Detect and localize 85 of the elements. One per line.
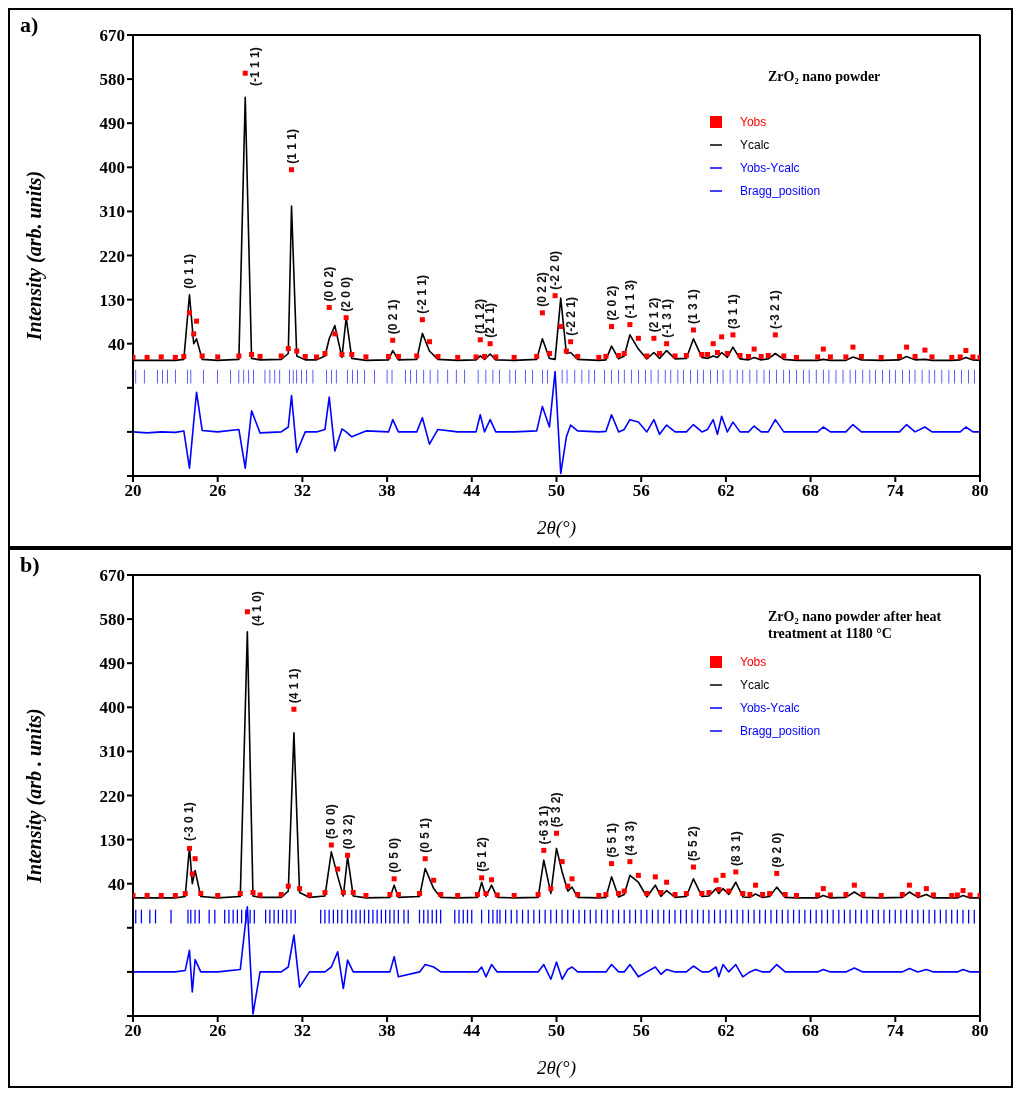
y-tick-label: 220: [99, 786, 125, 806]
x-tick-label: 44: [463, 481, 481, 501]
y-tick-label: 490: [99, 114, 125, 134]
annotation: (-1 3 1): [659, 299, 674, 338]
x-tick-label: 50: [548, 481, 565, 501]
annotation: (0 1 1): [182, 254, 197, 289]
legend-label: Bragg_position: [740, 724, 821, 738]
x-tick-label: 50: [548, 1021, 565, 1041]
chart-title: a): [20, 12, 39, 38]
legend-label: Ycalc: [740, 138, 770, 152]
legend-label: Yobs: [740, 655, 767, 669]
legend-title: ZrO₂ nano powder: [768, 68, 882, 85]
y-tick-label: 580: [99, 610, 125, 630]
x-axis-title: 2θ(°): [536, 517, 577, 539]
x-tick-label: 32: [293, 1021, 311, 1041]
legend-label: Yobs-Ycalc: [740, 701, 800, 715]
annotation: (-3 0 1): [182, 802, 197, 841]
annotation: (4 1 0): [250, 591, 265, 626]
annotation: (-2 2 1): [563, 297, 578, 336]
annotation: (2 0 2): [604, 285, 619, 321]
annotation: (2 1 2): [646, 297, 661, 333]
x-tick-label: 62: [717, 1021, 735, 1041]
y-tick-label: 490: [99, 654, 125, 674]
x-tick-label: 80: [971, 481, 989, 501]
x-tick-label: 20: [124, 481, 142, 501]
annotation: (0 2 1): [385, 299, 400, 335]
annotation: (-2 2 0): [548, 250, 563, 290]
annotation: (0 2 2): [535, 272, 550, 307]
annotation: (5 1 2): [474, 837, 489, 872]
annotation: (1 3 1): [686, 289, 701, 324]
x-tick-label: 38: [378, 481, 396, 501]
annotation: (-3 2 1): [768, 290, 783, 329]
y-tick-label: 670: [99, 26, 125, 46]
annotation: (5 0 0): [324, 804, 339, 839]
annotation: (0 0 2): [322, 266, 337, 302]
annotation: (-1 1 1): [248, 47, 263, 86]
annotation: (0 5 1): [418, 818, 433, 853]
x-tick-label: 26: [209, 1021, 227, 1041]
y-tick-label: 670: [99, 566, 125, 586]
annotation: (5 5 2): [686, 826, 701, 862]
x-tick-label: 38: [378, 1021, 396, 1041]
y-axis-title: Intensity (arb. units): [23, 170, 47, 342]
annotation: (-1 1 3): [622, 279, 637, 319]
x-tick-label: 62: [717, 481, 735, 501]
annotation: (-2 1 1): [415, 275, 430, 314]
x-tick-label: 32: [293, 481, 311, 501]
legend-label: Yobs: [740, 115, 767, 129]
y-tick-label: 220: [99, 246, 125, 266]
annotation: (-6 3 1): [536, 805, 551, 845]
annotation: (4 1 1): [286, 668, 301, 704]
x-tick-label: 20: [124, 1021, 142, 1041]
x-tick-label: 74: [886, 1021, 905, 1041]
annotation: (8 3 1): [728, 831, 743, 866]
y-tick-label: 400: [99, 158, 125, 178]
chart-title: b): [20, 552, 40, 578]
x-tick-label: 68: [802, 1021, 820, 1041]
x-tick-label: 26: [209, 481, 227, 501]
annotation: (2 0 0): [339, 277, 354, 312]
annotation: (5 5 1): [604, 822, 619, 858]
y-tick-label: 130: [99, 290, 125, 310]
annotation: (0 5 0): [387, 838, 402, 873]
x-tick-label: 80: [971, 1021, 989, 1041]
annotation: (1 1 1): [284, 129, 299, 164]
y-tick-label: 130: [99, 830, 125, 850]
x-tick-label: 56: [632, 481, 650, 501]
annotation: (3 1 1): [725, 294, 740, 329]
x-tick-label: 44: [463, 1021, 481, 1041]
legend-label: Yobs-Ycalc: [740, 161, 800, 175]
y-tick-label: 310: [99, 202, 125, 222]
x-tick-label: 68: [802, 481, 820, 501]
y-tick-label: 40: [108, 334, 125, 354]
annotation: (0 3 2): [340, 814, 355, 850]
y-tick-label: 310: [99, 742, 125, 762]
annotation: (9 2 0): [769, 832, 784, 868]
x-tick-label: 74: [886, 481, 905, 501]
legend-label: Bragg_position: [740, 184, 821, 198]
legend-title: ZrO₂ nano powder after heat treatment at 1180 °C: [768, 608, 943, 642]
y-tick-label: 40: [108, 874, 125, 894]
y-axis-title: Intensity (arb . units): [23, 708, 47, 884]
legend-label: Ycalc: [740, 678, 770, 692]
y-tick-label: 400: [99, 698, 125, 718]
y-tick-label: 580: [99, 70, 125, 90]
x-tick-label: 56: [632, 1021, 650, 1041]
x-axis-title: 2θ(°): [536, 1057, 577, 1079]
annotation: (4 3 3): [622, 820, 637, 856]
